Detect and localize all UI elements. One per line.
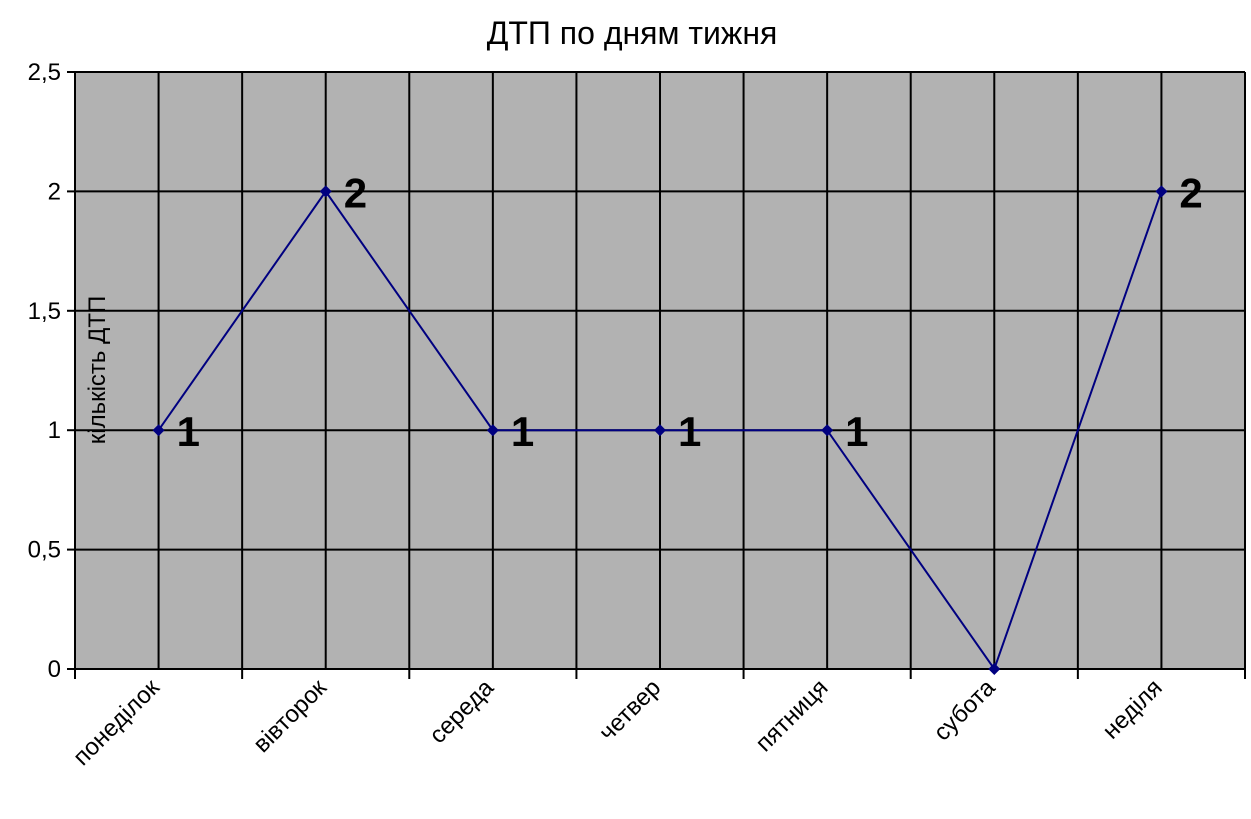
y-tick-label: 1,5 xyxy=(28,298,61,325)
data-label: 1 xyxy=(845,408,868,455)
data-point xyxy=(1155,185,1168,198)
data-point xyxy=(821,424,834,437)
data-point xyxy=(319,185,332,198)
x-tick-label: четвер xyxy=(594,674,666,746)
data-label: 1 xyxy=(511,408,534,455)
y-tick-label: 2 xyxy=(48,178,61,205)
series-layer xyxy=(152,185,1168,675)
y-tick-label: 0 xyxy=(48,656,61,683)
x-tick-label: неділя xyxy=(1097,674,1167,744)
data-point xyxy=(988,663,1001,675)
data-labels: 1 2 1 1 1 2 xyxy=(177,169,1203,455)
x-tick-label: вівторок xyxy=(248,674,332,758)
x-tick-label: понеділок xyxy=(68,674,165,771)
data-point xyxy=(486,424,499,437)
x-tick-label: середа xyxy=(424,674,499,749)
y-axis-title: кількість ДТП xyxy=(84,296,111,445)
data-point xyxy=(152,424,165,437)
y-tick-label: 2,5 xyxy=(28,59,61,86)
y-tick-label: 1 xyxy=(48,417,61,444)
y-tick-label: 0,5 xyxy=(28,537,61,564)
x-tick-label: пятниця xyxy=(750,674,833,757)
gridlines xyxy=(75,71,1246,669)
data-label: 1 xyxy=(678,408,701,455)
data-label: 1 xyxy=(177,408,200,455)
data-point xyxy=(654,424,666,437)
data-label: 2 xyxy=(344,169,367,216)
x-tick-label: субота xyxy=(928,674,1001,747)
chart-title: ДТП по дням тижня xyxy=(487,15,778,51)
data-label: 2 xyxy=(1179,169,1202,216)
